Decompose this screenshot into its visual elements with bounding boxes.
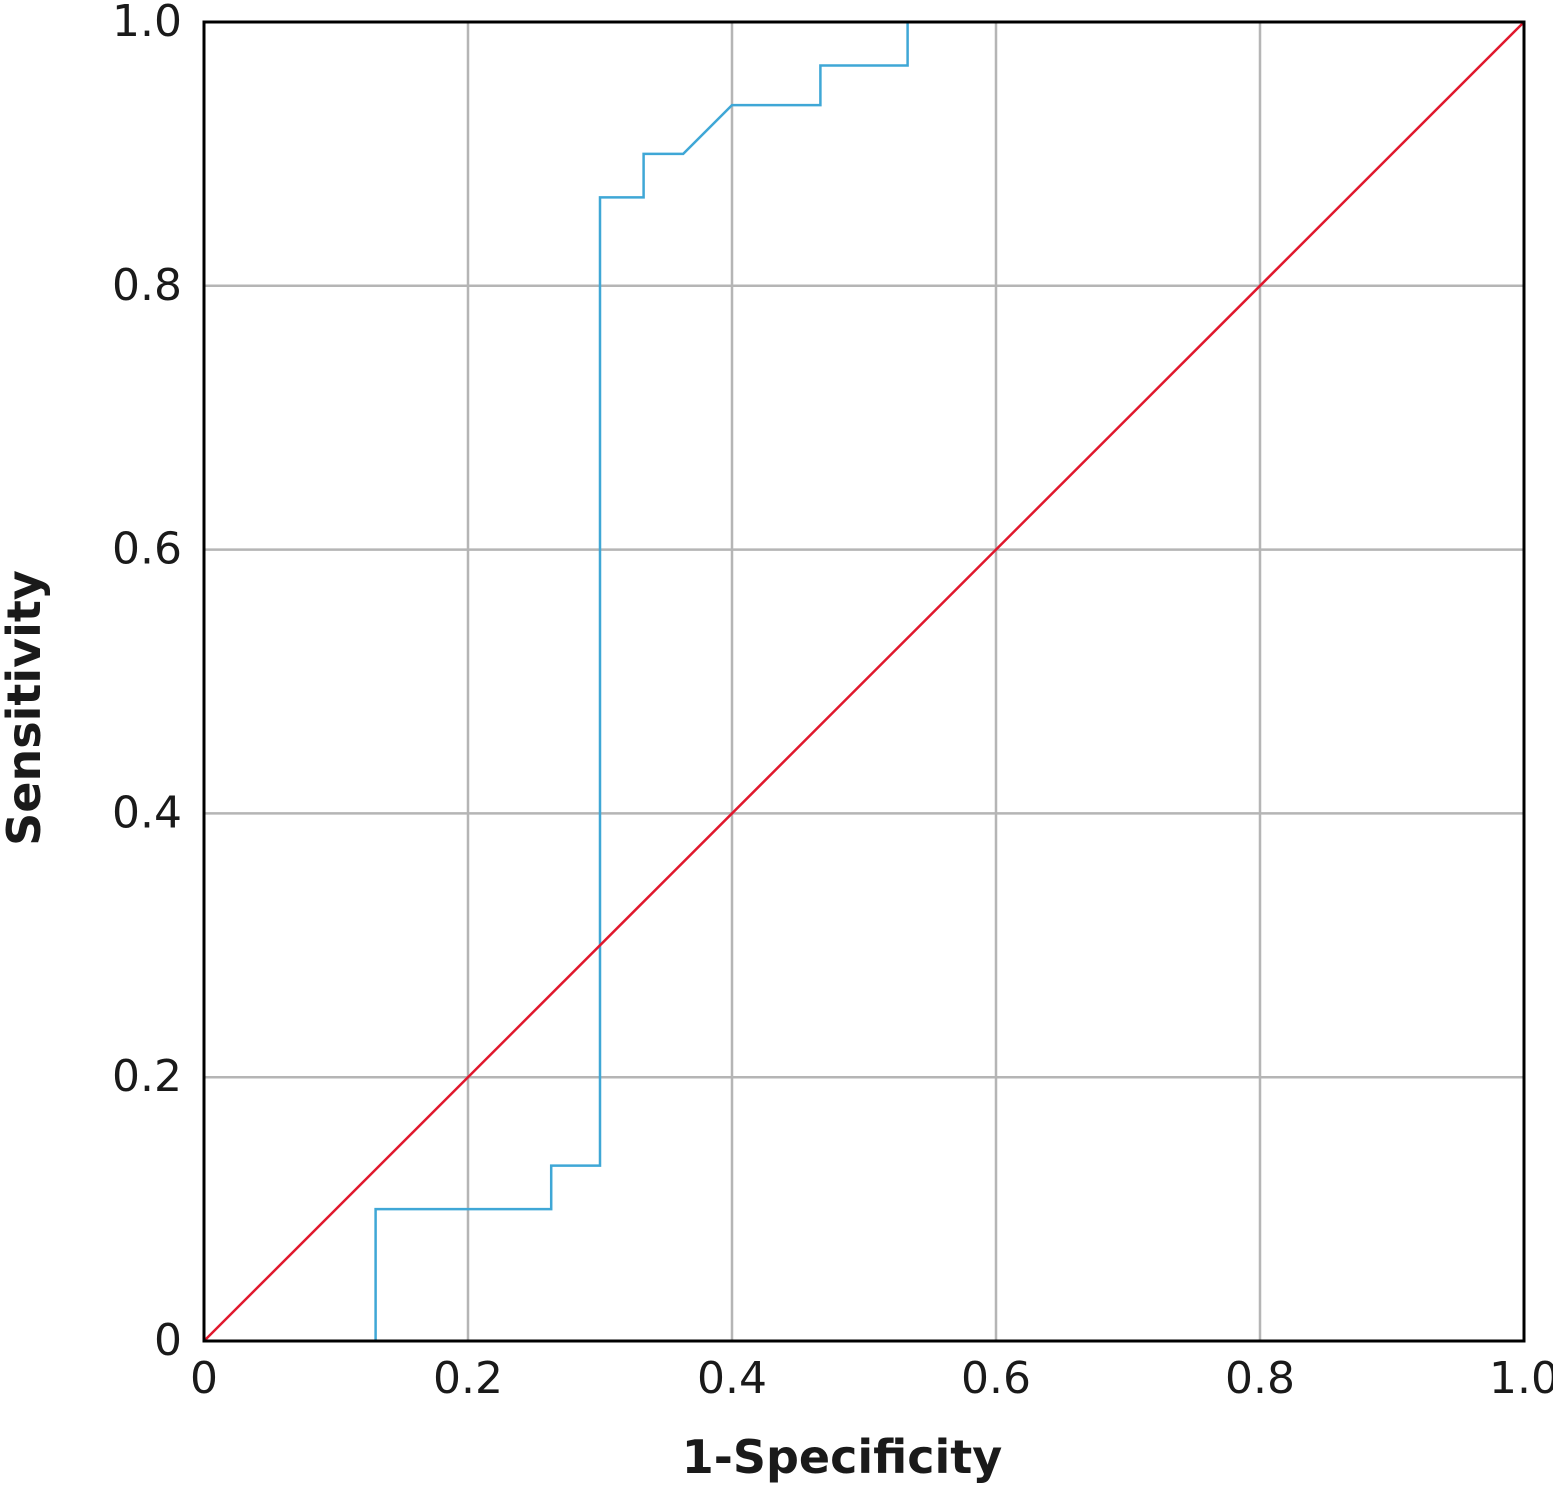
x-tick-label: 0 xyxy=(190,1353,218,1404)
y-tick-label: 0 xyxy=(154,1315,182,1366)
series-lines xyxy=(203,21,1525,1342)
y-tick-label: 0.4 xyxy=(112,787,182,838)
x-tick-label: 1.0 xyxy=(1489,1353,1553,1404)
x-tick-label: 0.2 xyxy=(433,1353,503,1404)
y-tick-label: 0.2 xyxy=(112,1051,182,1102)
plot-frame xyxy=(202,20,1526,1343)
x-tick-label: 0.4 xyxy=(697,1353,767,1404)
y-tick-label: 0.6 xyxy=(112,524,182,575)
grid-lines xyxy=(204,22,1524,1341)
x-axis-title: 1-Specificity xyxy=(682,1430,1003,1484)
x-tick-label: 0.6 xyxy=(961,1353,1031,1404)
y-tick-labels: 0 0.2 0.4 0.6 0.8 1.0 xyxy=(112,0,182,1366)
x-tick-labels: 0 0.2 0.4 0.6 0.8 1.0 xyxy=(190,1353,1553,1404)
y-tick-label: 1.0 xyxy=(112,0,182,47)
x-tick-label: 0.8 xyxy=(1225,1353,1295,1404)
y-tick-label: 0.8 xyxy=(112,260,182,311)
roc-curve-line xyxy=(374,22,909,1341)
y-axis-title: Sensitivity xyxy=(0,570,51,846)
reference-diagonal-line xyxy=(203,21,1525,1342)
